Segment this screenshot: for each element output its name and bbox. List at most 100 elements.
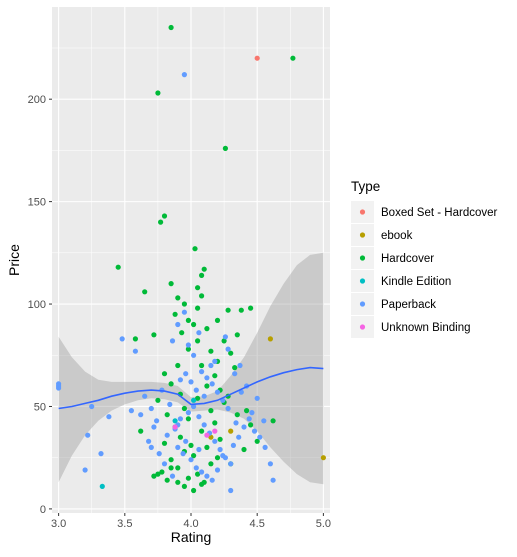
- point-hardcover: [161, 440, 168, 446]
- point-paperback: [175, 321, 181, 328]
- point-hardcover: [191, 453, 197, 459]
- point-paperback: [154, 418, 160, 424]
- legend-label: Hardcover: [381, 253, 434, 265]
- point-hardcover: [208, 461, 214, 467]
- point-hardcover: [159, 469, 165, 475]
- point-hardcover: [195, 395, 201, 401]
- point-paperback: [246, 416, 252, 422]
- point-hardcover: [142, 289, 148, 295]
- point-paperback: [181, 309, 187, 315]
- point-hardcover: [199, 428, 205, 434]
- point-paperback: [128, 408, 134, 414]
- point-hardcover: [248, 422, 254, 428]
- grid-lines: [52, 7, 330, 513]
- point-unknown-binding: [172, 424, 178, 430]
- legend-marker: [359, 209, 366, 215]
- y-tick-label: 200: [28, 94, 46, 106]
- point-hardcover: [191, 321, 197, 328]
- point-paperback: [146, 438, 152, 444]
- point-hardcover: [192, 246, 198, 252]
- point-hardcover: [228, 350, 234, 356]
- point-paperback: [181, 72, 187, 78]
- y-tick-label: 50: [34, 401, 46, 413]
- point-hardcover: [254, 438, 260, 444]
- point-hardcover: [248, 305, 254, 311]
- point-paperback: [241, 424, 247, 430]
- point-unknown-binding: [212, 428, 218, 434]
- point-unknown-binding: [204, 432, 210, 438]
- point-hardcover: [155, 90, 161, 96]
- y-axis-title: Price: [6, 244, 22, 276]
- point-hardcover: [132, 336, 138, 342]
- point-hardcover: [185, 416, 191, 422]
- point-paperback: [196, 446, 202, 453]
- point-paperback: [177, 416, 183, 422]
- point-hardcover: [188, 442, 194, 448]
- point-hardcover: [172, 311, 178, 317]
- point-paperback: [183, 371, 189, 377]
- point-paperback: [169, 338, 176, 344]
- point-ebook: [267, 336, 273, 342]
- point-paperback: [209, 381, 215, 387]
- point-paperback: [209, 477, 215, 483]
- confidence-band: [58, 252, 324, 485]
- point-paperback: [204, 375, 210, 381]
- point-hardcover: [151, 473, 157, 479]
- point-hardcover: [204, 326, 210, 332]
- point-paperback: [204, 473, 210, 479]
- point-paperback: [201, 393, 207, 399]
- point-hardcover: [179, 330, 185, 336]
- point-hardcover: [175, 295, 181, 301]
- point-hardcover: [161, 213, 168, 219]
- point-ebook: [320, 455, 326, 461]
- confidence-ribbon: [58, 252, 324, 485]
- point-paperback: [185, 342, 191, 348]
- point-hardcover: [164, 477, 170, 483]
- point-paperback: [232, 371, 238, 377]
- y-tick-label: 150: [28, 197, 46, 209]
- point-paperback: [188, 379, 194, 385]
- x-tick-label: 3.5: [117, 518, 132, 530]
- point-paperback: [56, 385, 62, 391]
- point-hardcover: [177, 434, 183, 440]
- point-paperback: [191, 352, 197, 358]
- point-paperback: [148, 405, 154, 412]
- point-paperback: [251, 428, 258, 434]
- point-paperback: [199, 369, 205, 375]
- point-paperback: [196, 414, 202, 420]
- point-paperback: [262, 444, 268, 450]
- point-hardcover: [199, 272, 205, 278]
- point-hardcover: [175, 465, 181, 471]
- point-paperback: [261, 418, 267, 424]
- point-paperback: [201, 422, 207, 428]
- x-tick-label: 4.5: [250, 518, 265, 530]
- point-paperback: [148, 444, 154, 450]
- point-paperback: [161, 461, 168, 467]
- point-hardcover: [195, 285, 201, 291]
- point-paperback: [238, 389, 244, 395]
- point-hardcover: [155, 397, 161, 403]
- point-hardcover: [185, 317, 191, 323]
- x-tick-label: 3.0: [51, 518, 66, 530]
- point-paperback: [138, 412, 144, 418]
- point-hardcover: [199, 362, 205, 369]
- point-hardcover: [290, 55, 296, 61]
- point-paperback: [236, 434, 242, 440]
- point-paperback: [167, 401, 173, 407]
- point-paperback: [257, 434, 263, 440]
- legend-marker: [359, 278, 366, 284]
- point-paperback: [175, 444, 181, 450]
- point-hardcover: [270, 418, 276, 424]
- point-hardcover: [138, 428, 144, 434]
- point-ebook: [208, 434, 214, 440]
- point-paperback: [270, 477, 276, 483]
- point-paperback: [82, 467, 88, 473]
- point-hardcover: [234, 412, 240, 418]
- point-hardcover: [161, 371, 168, 377]
- legend-items: Boxed Set - Hardcover ebook Hardcover Kindl…: [351, 201, 498, 338]
- point-paperback: [233, 420, 239, 426]
- point-hardcover: [175, 479, 181, 485]
- point-paperback: [188, 457, 194, 463]
